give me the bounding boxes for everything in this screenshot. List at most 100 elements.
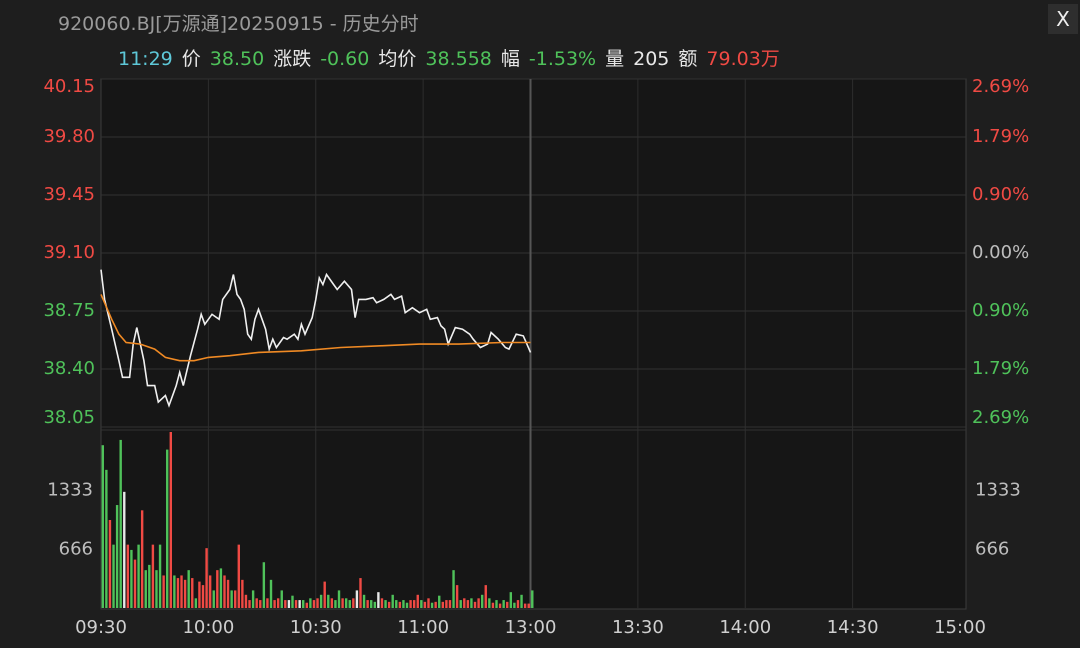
price-line (100, 269, 532, 408)
volume-tick-label: 1333 (975, 480, 1021, 501)
close-button[interactable]: X (1048, 4, 1078, 34)
volume-bar (384, 600, 387, 608)
y2-tick-label: 1.79% (972, 126, 1029, 147)
x-tick-label: 14:00 (719, 617, 771, 638)
volume-bar (395, 600, 398, 608)
x-tick-label: 14:30 (827, 617, 879, 638)
x-tick-label: 09:30 (75, 617, 127, 638)
x-tick-label: 10:00 (182, 617, 234, 638)
volume-bar (359, 578, 362, 608)
volume-bar (327, 594, 330, 608)
quote-label: 涨跌 (273, 48, 312, 70)
volume-bar (244, 594, 248, 608)
volume-bar (516, 600, 520, 608)
quote-label: 价 (181, 48, 201, 70)
volume-bar (237, 544, 240, 608)
volume-bar (423, 601, 427, 608)
y-tick-label: 38.05 (43, 407, 95, 428)
quote-info: 11:29 价 38.50 涨跌 -0.60 均价 38.558 幅 -1.53% 量 205 额 79… (118, 44, 789, 71)
volume-bar (183, 579, 187, 608)
volume-bar (187, 570, 190, 608)
volume-bar (158, 544, 162, 608)
volume-bar (262, 562, 266, 608)
quote-label: 额 (678, 48, 698, 70)
volume-bar (455, 585, 459, 608)
volume-bar (470, 598, 473, 608)
y2-tick-label: 0.90% (972, 300, 1029, 321)
volume-bar (373, 601, 377, 608)
volume-bar (520, 594, 523, 608)
volume-bar (180, 575, 183, 608)
volume-bar (112, 544, 115, 608)
x-tick-label: 10:30 (290, 617, 342, 638)
volume-bar (330, 598, 334, 608)
volume-bar (495, 600, 498, 608)
quote-value: 38.558 (425, 48, 492, 70)
volume-bar (302, 600, 305, 608)
volume-tick-label: 666 (975, 538, 1009, 559)
quote-value: -1.53% (528, 48, 597, 70)
quote-label: 均价 (378, 48, 417, 70)
volume-bar (298, 600, 301, 608)
volume-bar (162, 575, 165, 608)
volume-bar (294, 600, 298, 608)
volume-bar (169, 432, 172, 608)
y2-tick-label: 0.90% (972, 184, 1029, 205)
volume-bar (309, 598, 312, 608)
volume-bar (344, 598, 348, 608)
volume-bar (101, 445, 104, 608)
plot-area (100, 78, 967, 610)
volume-bar (273, 600, 276, 608)
volume-bar (366, 600, 369, 608)
volume-bar (105, 469, 108, 608)
y-tick-label: 40.15 (43, 76, 95, 97)
volume-bar (513, 602, 516, 608)
volume-bar (173, 575, 176, 608)
y2-tick-label: 1.79% (972, 358, 1029, 379)
volume-bar (323, 581, 326, 608)
volume-bar (352, 598, 355, 608)
volume-bar (416, 594, 419, 608)
volume-bar (144, 570, 147, 608)
volume-bar (280, 590, 283, 608)
volume-bar (402, 600, 405, 608)
volume-bar (491, 602, 495, 608)
volume-tick-label: 666 (59, 538, 93, 559)
volume-bar (480, 594, 484, 608)
y-tick-label: 38.40 (43, 358, 95, 379)
volume-bar (312, 600, 316, 608)
x-tick-label: 15:00 (934, 617, 986, 638)
quote-value: 205 (633, 48, 670, 70)
volume-bar (130, 549, 133, 608)
volume-bar (434, 601, 437, 608)
chart-title: 920060.BJ[万源通]20250915 - 历史分时 (58, 13, 419, 35)
quote-value: 79.03万 (706, 48, 780, 70)
volume-bar (212, 590, 215, 608)
volume-bar (201, 585, 205, 608)
volume-bar (445, 600, 448, 608)
volume-bar (216, 570, 219, 608)
volume-bar (502, 600, 505, 608)
volume-bar (341, 598, 344, 608)
volume-bar (452, 570, 455, 608)
quote-value: 38.50 (209, 48, 265, 70)
y2-tick-label: 0.00% (972, 242, 1029, 263)
price-line (100, 294, 531, 362)
volume-bar (334, 600, 337, 608)
volume-bar (316, 598, 319, 608)
x-tick-label: 13:00 (505, 617, 557, 638)
volume-bar (223, 575, 226, 608)
volume-bar (219, 568, 223, 608)
volume-bar (148, 564, 151, 608)
volume-bar (380, 598, 384, 608)
volume-bar (166, 449, 169, 608)
volume-bar (176, 578, 180, 608)
volume-bar (466, 600, 470, 608)
x-tick-label: 11:00 (397, 617, 449, 638)
volume-bar (412, 600, 416, 608)
volume-bar (119, 439, 122, 608)
quote-value: -0.60 (320, 48, 370, 70)
volume-bar (420, 600, 423, 608)
